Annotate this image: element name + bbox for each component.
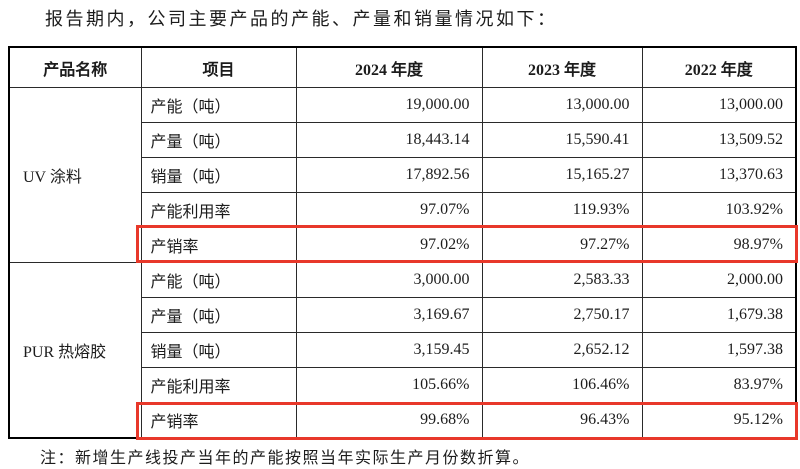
table-row-highlighted: 产销率 99.68% 96.43% 95.12% [9,402,797,439]
value-2022: 83.97% [641,367,797,403]
value-2022: 1,679.38 [641,297,797,333]
value-2022: 13,509.52 [641,122,797,158]
item-label: 产量（吨） [140,122,297,158]
value-2022: 13,000.00 [641,87,797,123]
value-2022: 2,000.00 [641,262,797,298]
item-label: 销量（吨） [140,332,297,368]
value-2023: 119.93% [481,192,643,228]
value-2022: 103.92% [641,192,797,228]
value-2022: 98.97% [641,227,797,263]
value-2023: 2,583.33 [481,262,643,298]
product-name-uv: UV 涂料 [8,87,142,263]
col-header-2023: 2023 年度 [481,46,643,88]
col-header-item: 项目 [140,46,297,88]
table-row: 销量（吨） 17,892.56 15,165.27 13,370.63 [9,157,797,193]
table-row: UV 涂料 产能（吨） 19,000.00 13,000.00 13,000.0… [8,87,797,263]
product-name-pur: PUR 热熔胶 [8,262,142,439]
item-label: 产能（吨） [140,87,297,123]
item-label: 产能利用率 [140,192,297,228]
table-row: 产量（吨） 3,169.67 2,750.17 1,679.38 [9,297,797,333]
table-row: 产量（吨） 18,443.14 15,590.41 13,509.52 [9,122,797,158]
item-label: 产销率 [140,402,297,439]
item-label: 产量（吨） [140,297,297,333]
col-header-2022: 2022 年度 [641,46,797,88]
value-2024: 3,000.00 [295,262,483,298]
value-2024: 99.68% [295,402,483,439]
value-2023: 96.43% [481,402,643,439]
value-2024: 97.02% [295,227,483,263]
footnote: 注：新增生产线投产当年的产能按照当年实际生产月份数折算。 [40,450,531,467]
table-row: PUR 热熔胶 产能（吨） 3,000.00 2,583.33 2,000.00 [8,262,797,439]
value-2024: 17,892.56 [295,157,483,193]
value-2022: 95.12% [641,402,797,439]
item-label: 产能（吨） [140,262,297,298]
value-2023: 13,000.00 [481,87,643,123]
table-row: 产能利用率 97.07% 119.93% 103.92% [9,192,797,228]
col-header-product: 产品名称 [8,46,142,88]
value-2024: 19,000.00 [295,87,483,123]
table-header-row: 产品名称 项目 2024 年度 2023 年度 2022 年度 [8,46,797,88]
value-2024: 3,169.67 [295,297,483,333]
value-2022: 1,597.38 [641,332,797,368]
col-header-2024: 2024 年度 [295,46,483,88]
item-label: 产能利用率 [140,367,297,403]
value-2024: 105.66% [295,367,483,403]
table-row-highlighted: 产销率 97.02% 97.27% 98.97% [9,227,797,263]
intro-paragraph: 报告期内，公司主要产品的产能、产量和销量情况如下： [45,9,558,29]
table-row: 销量（吨） 3,159.45 2,652.12 1,597.38 [9,332,797,368]
value-2023: 15,590.41 [481,122,643,158]
value-2024: 97.07% [295,192,483,228]
value-2024: 18,443.14 [295,122,483,158]
value-2023: 15,165.27 [481,157,643,193]
capacity-output-sales-table: 产品名称 项目 2024 年度 2023 年度 2022 年度 UV 涂料 产能… [8,46,797,439]
table-row: 产能利用率 105.66% 106.46% 83.97% [9,367,797,403]
value-2023: 2,750.17 [481,297,643,333]
value-2023: 97.27% [481,227,643,263]
value-2023: 2,652.12 [481,332,643,368]
item-label: 销量（吨） [140,157,297,193]
item-label: 产销率 [140,227,297,263]
value-2024: 3,159.45 [295,332,483,368]
value-2023: 106.46% [481,367,643,403]
value-2022: 13,370.63 [641,157,797,193]
